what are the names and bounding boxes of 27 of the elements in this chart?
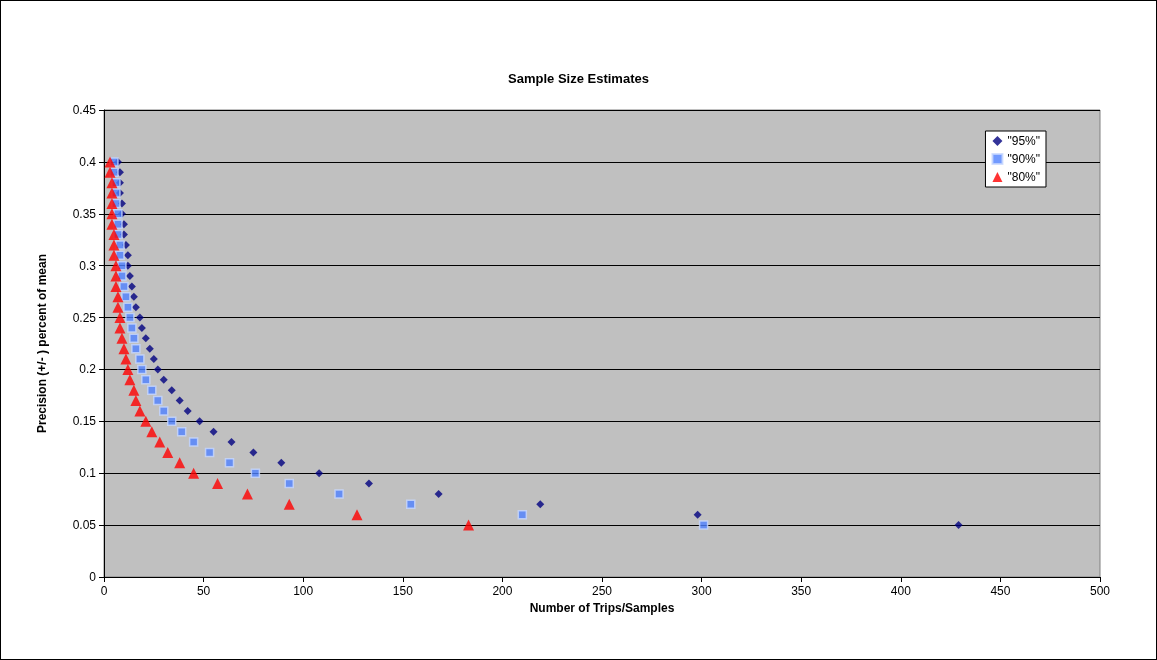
y-tick-label: 0.45	[72, 103, 97, 117]
y-tick-label: 0.4	[79, 154, 97, 169]
y-tick-label: 0.05	[72, 518, 97, 533]
x-tick-label: 300	[691, 584, 712, 598]
y-tick-label: 0	[89, 570, 97, 584]
y-tick-label: 0.2	[79, 362, 97, 377]
y-tick-label: 0.1	[79, 466, 97, 481]
x-tick-label: 500	[1089, 584, 1111, 598]
x-tick-label: 250	[591, 584, 613, 598]
chart-title: Sample Size Estimates	[508, 71, 649, 86]
x-tick-label: 450	[990, 584, 1011, 598]
x-tick-label: 50	[196, 584, 211, 598]
x-tick-label: 100	[293, 584, 314, 598]
y-tick-label: 0.35	[72, 206, 97, 221]
x-tick-label: 400	[890, 584, 912, 598]
y-axis-title: Precision (+/- ) percent of mean	[35, 253, 49, 434]
x-axis-title: Number of Trips/Samples	[529, 600, 675, 615]
y-tick-label: 0.3	[79, 258, 97, 273]
x-tick-label: 200	[492, 584, 513, 598]
legend-label: "90%"	[1007, 152, 1041, 166]
x-tick-label: 150	[392, 584, 414, 598]
x-tick-label: 0	[100, 584, 108, 598]
y-tick-label: 0.25	[72, 310, 97, 325]
legend-label: "95%"	[1007, 134, 1041, 148]
legend-label: "80%"	[1007, 170, 1041, 184]
x-tick-label: 350	[791, 584, 812, 598]
y-tick-label: 0.15	[72, 414, 97, 429]
